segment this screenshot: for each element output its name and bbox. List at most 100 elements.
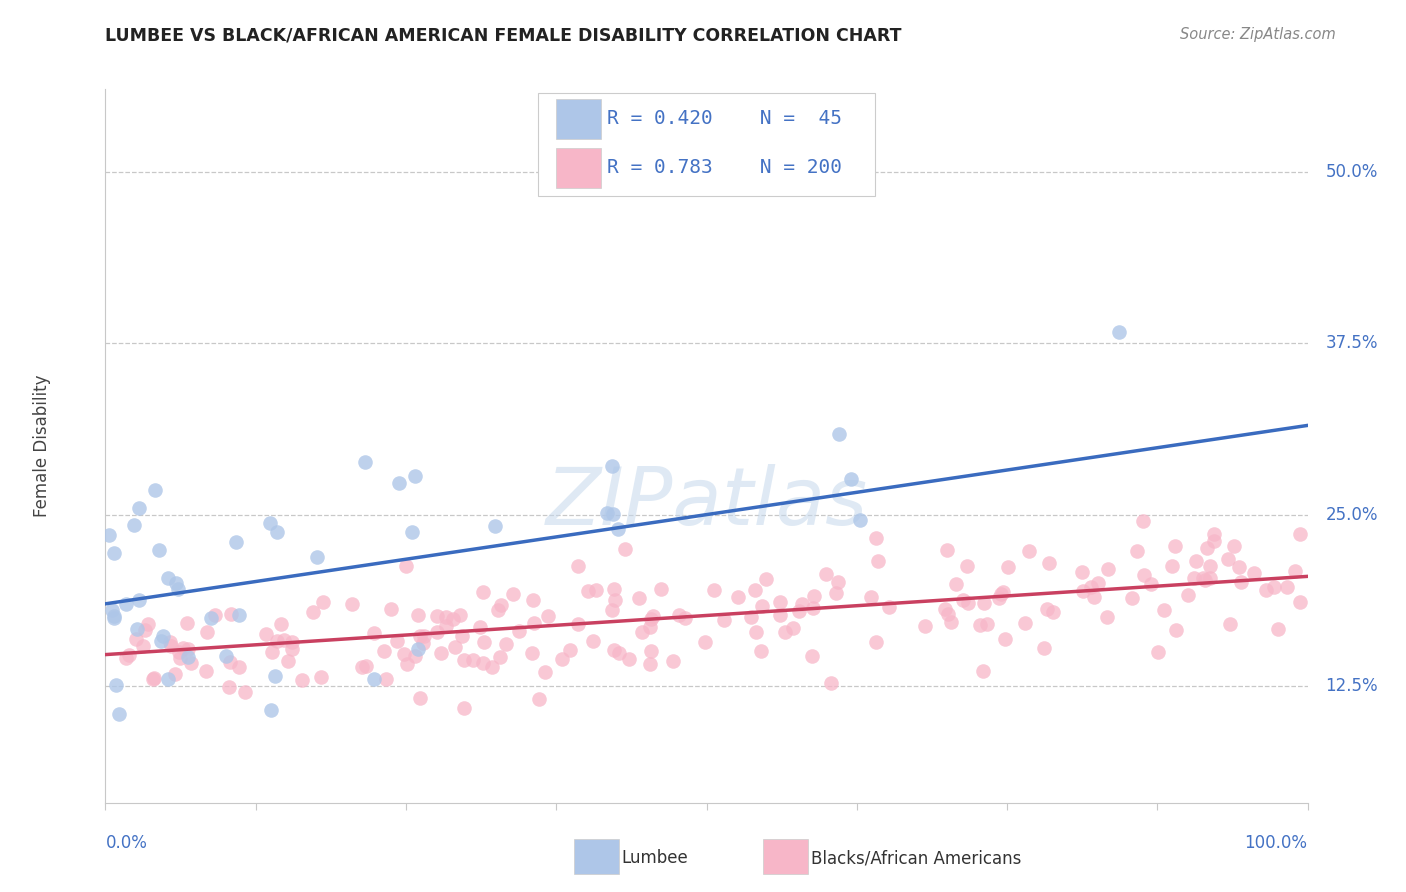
Point xyxy=(803,589,825,603)
Point xyxy=(520,646,543,660)
Point xyxy=(638,620,661,634)
Point xyxy=(354,455,377,469)
Point xyxy=(1204,527,1226,541)
Point xyxy=(136,617,159,632)
Point xyxy=(1192,571,1215,585)
Point xyxy=(128,592,150,607)
Point xyxy=(1277,580,1299,594)
Point xyxy=(406,607,429,622)
Point xyxy=(972,665,994,679)
Point xyxy=(301,605,323,619)
Point xyxy=(406,641,429,656)
Point xyxy=(103,609,125,624)
Point xyxy=(576,584,599,599)
Point xyxy=(104,678,127,692)
Point xyxy=(152,629,174,643)
Point xyxy=(792,597,814,611)
Point xyxy=(956,596,979,610)
Point xyxy=(128,501,150,516)
Point xyxy=(219,607,242,621)
Point xyxy=(1202,533,1225,548)
Point xyxy=(204,608,226,623)
Point xyxy=(614,542,637,557)
Point xyxy=(502,587,524,601)
Point xyxy=(606,522,628,536)
Point xyxy=(233,685,256,699)
Point xyxy=(481,660,503,674)
Point xyxy=(118,648,141,662)
Point xyxy=(638,657,661,671)
Point xyxy=(945,577,967,591)
Point xyxy=(176,615,198,630)
Point xyxy=(125,632,148,646)
Point xyxy=(404,469,426,483)
Point xyxy=(1014,616,1036,631)
Point xyxy=(1219,617,1241,632)
Point xyxy=(1121,591,1143,605)
Point xyxy=(1256,582,1278,597)
Point xyxy=(668,607,690,622)
Point xyxy=(195,665,218,679)
Point xyxy=(1018,544,1040,558)
Point xyxy=(449,607,471,622)
Point xyxy=(468,620,491,634)
Point xyxy=(305,550,328,565)
Point xyxy=(1182,571,1205,585)
Point xyxy=(550,652,572,666)
Point xyxy=(825,586,848,600)
Point xyxy=(703,583,725,598)
Point xyxy=(782,621,804,635)
Point xyxy=(1080,581,1102,595)
Point xyxy=(254,626,277,640)
Point xyxy=(582,634,605,648)
Point xyxy=(1263,580,1285,594)
Point xyxy=(472,656,495,670)
Point xyxy=(281,642,304,657)
Point xyxy=(827,574,849,589)
Point xyxy=(127,622,149,636)
Point xyxy=(749,644,772,658)
Point xyxy=(1071,583,1094,598)
Point xyxy=(219,655,242,669)
Point xyxy=(426,624,449,639)
Point xyxy=(143,671,166,685)
Point xyxy=(1153,603,1175,617)
Point xyxy=(1243,566,1265,581)
Point xyxy=(488,650,510,665)
Point xyxy=(156,672,179,686)
Text: ZIPatlas: ZIPatlas xyxy=(546,464,868,542)
Point xyxy=(997,560,1019,574)
Text: Source: ZipAtlas.com: Source: ZipAtlas.com xyxy=(1180,27,1336,42)
Point xyxy=(434,619,457,633)
Text: 25.0%: 25.0% xyxy=(1326,506,1378,524)
Point xyxy=(1197,541,1219,555)
Point xyxy=(115,597,138,611)
Point xyxy=(956,559,979,574)
Point xyxy=(145,483,167,498)
Point xyxy=(177,642,200,657)
Point xyxy=(990,587,1012,601)
Point xyxy=(363,625,385,640)
Point xyxy=(489,599,512,613)
Text: Lumbee: Lumbee xyxy=(621,849,688,867)
Point xyxy=(1140,576,1163,591)
Point xyxy=(260,703,283,717)
Point xyxy=(396,657,419,671)
Point xyxy=(1132,515,1154,529)
Point xyxy=(628,591,651,605)
Point xyxy=(342,598,364,612)
Point xyxy=(877,600,900,615)
Point xyxy=(800,648,823,663)
Point xyxy=(773,624,796,639)
Point xyxy=(934,602,956,616)
Point xyxy=(987,591,1010,605)
Point xyxy=(1223,539,1246,553)
Point xyxy=(395,558,418,573)
Text: 100.0%: 100.0% xyxy=(1244,834,1308,852)
Point xyxy=(157,570,180,584)
Point xyxy=(451,629,474,643)
Point xyxy=(952,593,974,607)
Point xyxy=(973,596,995,610)
Point xyxy=(100,603,122,617)
Point xyxy=(225,535,247,549)
